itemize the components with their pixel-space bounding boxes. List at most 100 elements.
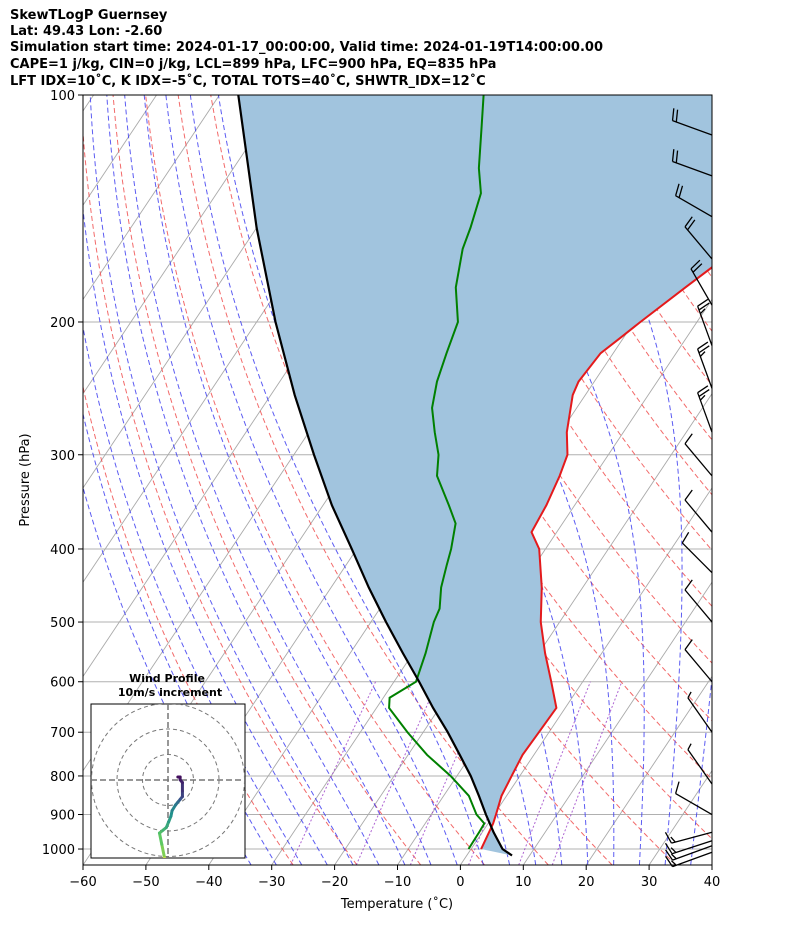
wind-barbs: [664, 108, 713, 868]
y-tick-label: 200: [50, 316, 75, 331]
x-tick-label: 30: [641, 875, 658, 890]
dry-adiabat: [503, 95, 712, 441]
moist-adiabat: [124, 95, 406, 865]
wind-barb: [684, 216, 713, 260]
wind-barb-staff: [684, 499, 713, 533]
x-tick-label: −50: [132, 875, 159, 890]
wind-barb-flag: [670, 836, 676, 843]
x-tick-label: −20: [321, 875, 348, 890]
cape-cin-shading: [238, 95, 712, 856]
wind-barb: [684, 489, 713, 533]
dry-adiabat: [177, 95, 549, 865]
wind-barb: [697, 298, 713, 346]
wind-barb-staff: [697, 348, 713, 389]
y-tick-label: 900: [50, 809, 75, 824]
dry-adiabat: [112, 95, 422, 865]
moist-adiabat: [189, 95, 484, 865]
wind-barb-flag: [684, 489, 693, 501]
wind-barb: [671, 108, 713, 136]
wind-barb-flag: [675, 109, 679, 123]
x-tick-label: 0: [456, 875, 464, 890]
x-tick-label: −60: [69, 875, 96, 890]
wind-barb-staff: [684, 649, 713, 683]
wind-barb-flag: [670, 847, 677, 853]
x-axis-label: Temperature (˚C): [340, 896, 453, 912]
x-tick-label: 40: [704, 875, 721, 890]
moist-adiabat: [165, 95, 458, 865]
moist-adiabat: [89, 95, 354, 865]
wind-barb-staff: [690, 268, 713, 306]
wind-barb-flag: [664, 831, 672, 844]
wind-barb-flag: [699, 308, 706, 315]
axes: −60 −50 −40 −30 −20 −10 0 10 20 30 40 1000 900 800 700…: [42, 89, 720, 890]
mixing-ratio-line: [551, 681, 623, 865]
wind-barb: [665, 845, 713, 861]
wind-barb: [684, 579, 713, 623]
wind-barb: [690, 259, 713, 306]
wind-barb-flag: [678, 185, 684, 198]
wind-barb-flag: [698, 302, 710, 311]
wind-barb: [697, 385, 713, 433]
hodograph-trace: [157, 775, 184, 858]
y-axis-label: Pressure (hPa): [18, 433, 33, 526]
wind-barb-staff: [681, 542, 713, 574]
dry-adiabat: [83, 384, 294, 865]
wind-barb-flag: [687, 691, 692, 699]
chart-title-line-4: CAPE=1 j/kg, CIN=0 j/kg, LCL=899 hPa, LF…: [10, 57, 497, 72]
moist-adiabat: [106, 95, 380, 865]
isotherm-line: [83, 95, 283, 395]
cin-area: [238, 95, 712, 856]
wind-barb-flag: [698, 388, 710, 397]
hodograph-rings: [91, 704, 245, 858]
isotherm-line: [460, 487, 712, 865]
parcel-profile: [237, 95, 513, 857]
wind-barb-flag: [699, 394, 706, 401]
wind-barb-staff: [672, 160, 713, 177]
wind-barb-flag: [684, 639, 693, 650]
y-tick-label: 500: [50, 616, 75, 631]
wind-barb-flag: [675, 183, 680, 196]
wind-barb-staff: [697, 305, 713, 346]
wind-barb-flag: [671, 108, 675, 121]
dry-adiabat: [698, 95, 712, 117]
wind-barb: [664, 840, 713, 855]
wind-barb-staff: [684, 226, 713, 260]
y-tick-label: 600: [50, 676, 75, 691]
wind-barb-flag: [697, 341, 709, 350]
wind-barb-staff: [672, 845, 713, 861]
wind-barb-flag: [684, 433, 693, 445]
y-tick-label: 700: [50, 726, 75, 741]
wind-barb-staff: [675, 792, 713, 816]
wind-barb-staff: [671, 831, 713, 844]
x-tick-label: −10: [384, 875, 411, 890]
dewpoint-profile: [388, 95, 486, 850]
wind-barb-flag: [684, 579, 693, 591]
wind-barb-staff: [687, 749, 713, 785]
isotherm-line: [83, 95, 94, 112]
dry-adiabat: [145, 95, 485, 865]
isotherm-line: [585, 675, 712, 865]
wind-barb: [687, 743, 713, 785]
moist-adiabat: [83, 324, 303, 865]
wind-barb: [671, 149, 713, 177]
mixing-ratio-line: [355, 681, 439, 865]
chart-title-line-5: LFT IDX=10˚C, K IDX=-5˚C, TOTAL TOTS=40˚…: [10, 74, 486, 89]
wind-profile-hodograph: Wind Profile 10m/s increment: [90, 672, 246, 859]
moist-adiabat: [83, 205, 328, 865]
hodograph-subtitle: 10m/s increment: [118, 686, 222, 699]
wind-barb-flag: [692, 263, 703, 273]
wind-barb-staff: [671, 840, 713, 855]
chart-title-line-3: Simulation start time: 2024-01-17_00:00:…: [10, 40, 603, 55]
hodograph-segment: [157, 831, 164, 846]
wind-barb-flag: [684, 216, 693, 228]
wind-barb-flag: [697, 385, 709, 394]
wind-barb-staff: [672, 851, 713, 868]
wind-barb: [684, 639, 713, 683]
wind-barb: [664, 831, 713, 844]
y-tick-label: 800: [50, 770, 75, 785]
y-tick-label: 100: [50, 89, 75, 104]
y-tick-label: 400: [50, 543, 75, 558]
moist-adiabat: [553, 95, 683, 865]
wind-barb-staff: [675, 195, 713, 218]
